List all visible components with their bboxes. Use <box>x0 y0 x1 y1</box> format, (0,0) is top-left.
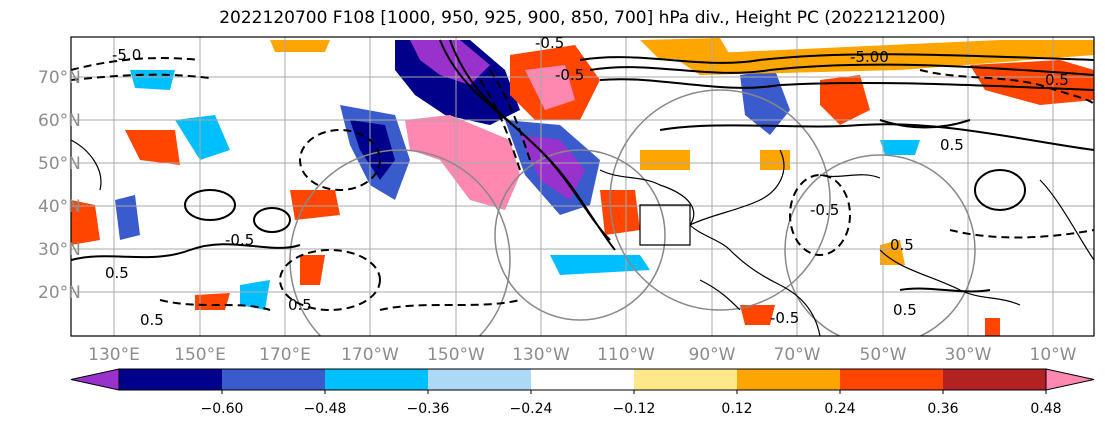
convergence-patch <box>175 115 230 160</box>
coastlines <box>71 139 1094 336</box>
divergence-patch <box>600 190 640 235</box>
colorbar-tick-label: −0.36 <box>407 401 450 417</box>
colorbar-ticks: −0.60 −0.48 −0.36 −0.24 −0.12 0.12 0.24 0.36 0.4… <box>201 390 1062 417</box>
colorbar-extend-min <box>70 368 120 391</box>
contour-label: -0.5 <box>555 66 584 84</box>
contour-labels: -5.0 -5.00 0.5 0.5 -0.5 -0.5 0.5 -0.5 0.… <box>105 34 1069 329</box>
colorbar-extend-max <box>1045 368 1095 391</box>
lon-label: 170°W <box>341 345 399 365</box>
divergence-patch <box>985 318 1000 336</box>
lon-label: 130°W <box>512 345 570 365</box>
lat-label: 70°N <box>38 68 81 88</box>
lon-label: 70°W <box>774 345 821 365</box>
contour-label: 0.5 <box>105 264 129 282</box>
contour-label: 0.5 <box>890 236 914 254</box>
colorbar-segment <box>531 369 634 390</box>
colorbar-segment <box>325 369 428 390</box>
colorbar-tick-label: −0.12 <box>613 401 656 417</box>
colorbar-segments <box>70 368 1095 391</box>
contour-label: 0.5 <box>140 311 164 329</box>
divergence-patch <box>820 75 870 125</box>
lat-label: 40°N <box>38 197 81 217</box>
contour-label: -0.5 <box>225 231 254 249</box>
divergence-patch <box>125 130 180 165</box>
divergence-patch <box>525 65 575 110</box>
lon-label: 170°E <box>259 345 311 365</box>
lon-label: 90°W <box>689 345 736 365</box>
colorbar-segment <box>428 369 531 390</box>
convergence-patch <box>410 40 490 85</box>
contour-label: -0.5 <box>535 34 564 52</box>
dashed-height-contours <box>71 57 1094 311</box>
solid-height-contours <box>71 39 1094 293</box>
lon-label: 150°W <box>427 345 485 365</box>
colorbar-segment <box>222 369 325 390</box>
contour-label: -5.00 <box>850 48 889 66</box>
colorbar-segment <box>634 369 737 390</box>
contour-label: 0.5 <box>940 136 964 154</box>
convergence-patch <box>130 70 175 90</box>
contour-label: -5.0 <box>112 46 141 64</box>
grey-circle-contours <box>289 89 976 336</box>
divergence-patch <box>740 305 775 325</box>
colorbar-segment <box>119 369 222 390</box>
lat-label: 30°N <box>38 240 81 260</box>
contour-label: 0.5 <box>1045 71 1069 89</box>
divergence-patch <box>270 40 330 52</box>
colorbar-tick-label: 0.12 <box>721 401 752 417</box>
map-frame <box>70 36 1095 337</box>
lon-label: 50°W <box>860 345 907 365</box>
colorbar-tick-label: −0.48 <box>304 401 347 417</box>
colorbar-tick-label: 0.36 <box>927 401 958 417</box>
contour-label: -0.5 <box>810 201 839 219</box>
colorbar-segment <box>737 369 840 390</box>
map-title: 2022120700 F108 [1000, 950, 925, 900, 85… <box>219 8 946 28</box>
colorbar-tick-label: −0.60 <box>201 401 244 417</box>
lat-label: 50°N <box>38 154 81 174</box>
divergence-patch <box>290 190 340 220</box>
convergence-patch <box>240 280 270 310</box>
divergence-patch <box>760 150 790 170</box>
map-content: -5.0 -5.00 0.5 0.5 -0.5 -0.5 0.5 -0.5 0.… <box>71 34 1094 336</box>
latitude-labels: 70°N 60°N 50°N 40°N 30°N 20°N <box>38 68 81 303</box>
lon-label: 150°E <box>174 345 226 365</box>
divergence-patch <box>300 255 325 285</box>
colorbar: −0.60 −0.48 −0.36 −0.24 −0.12 0.12 0.24 0.36 0.4… <box>70 368 1095 417</box>
colorbar-outline <box>118 368 1047 391</box>
lon-label: 30°W <box>945 345 992 365</box>
lon-label: 130°E <box>88 345 140 365</box>
convergence-patch <box>880 140 920 155</box>
contour-label: -0.5 <box>770 309 799 327</box>
colorbar-tick-label: 0.48 <box>1030 401 1061 417</box>
lat-label: 20°N <box>38 283 81 303</box>
divergence-patch <box>880 240 905 265</box>
lon-label: 110°W <box>597 345 655 365</box>
longitude-labels: 130°E 150°E 170°E 170°W 150°W 130°W 110°… <box>88 345 1077 365</box>
contour-label: 0.5 <box>288 296 312 314</box>
colorbar-tick-label: −0.24 <box>510 401 553 417</box>
colorbar-segment <box>840 369 943 390</box>
divergence-patch <box>71 200 100 245</box>
colorbar-tick-label: 0.24 <box>824 401 855 417</box>
colorbar-segment <box>943 369 1046 390</box>
convergence-patch <box>550 255 650 275</box>
divergence-patch <box>640 150 690 170</box>
lat-label: 60°N <box>38 111 81 131</box>
divergence-patch <box>670 40 1094 75</box>
lon-label: 10°W <box>1030 345 1077 365</box>
divergence-patch <box>970 60 1094 105</box>
contour-label: 0.5 <box>893 301 917 319</box>
